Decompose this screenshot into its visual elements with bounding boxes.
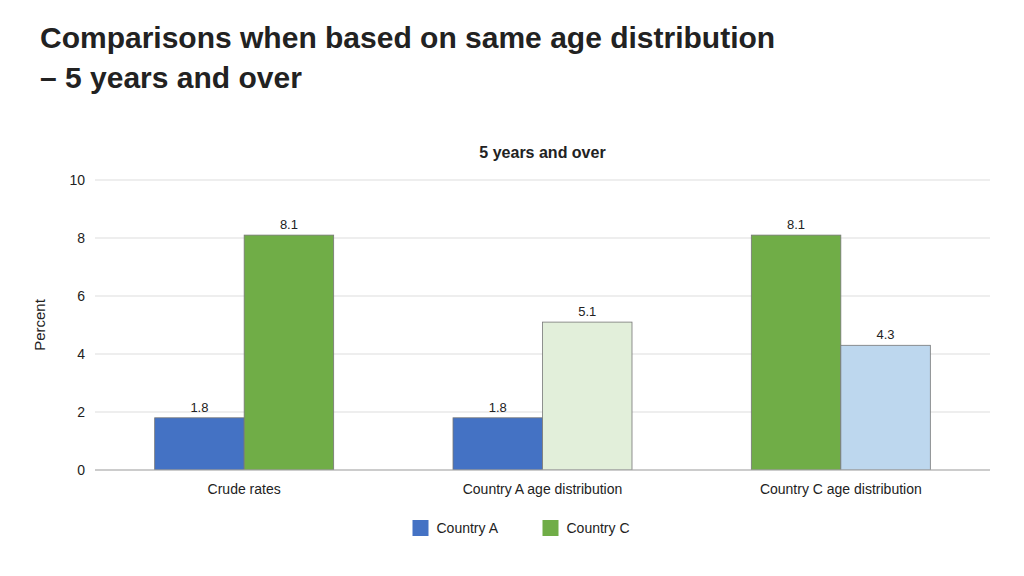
bar [751,235,841,470]
data-label: 1.8 [190,400,208,415]
subtitle: 5 years and over [479,144,605,161]
legend-label: Country C [567,520,630,536]
chart: Comparisons when based on same age distr… [0,0,1024,576]
x-tick-label: Crude rates [208,481,281,497]
legend: Country A Country C [413,520,630,536]
grid-line [95,470,990,471]
bar [453,418,543,470]
y-axis-label: Percent [31,298,48,351]
bar [244,235,334,470]
bar [155,418,245,470]
data-label: 8.1 [787,217,805,232]
data-label: 8.1 [280,217,298,232]
data-labels: 1.8 1.8 8.1 8.1 5.1 4.3 [190,217,894,415]
x-tick-label: Country A age distribution [463,481,623,497]
title: Comparisons when based on same age distr… [40,21,775,94]
x-tick-label: Country C age distribution [760,481,922,497]
chart-container: Comparisons when based on same age distr… [0,0,1024,576]
x-axis-line [95,470,990,471]
bar [543,322,633,470]
grid-line [95,180,990,181]
bar [841,345,931,470]
bars [155,235,931,470]
y-tick-label: 0 [77,462,85,478]
y-tick-label: 6 [77,288,85,304]
y-tick-label: 10 [69,172,85,188]
data-label: 5.1 [578,304,596,319]
y-tick-label: 4 [77,346,85,362]
y-tick-label: 8 [77,230,85,246]
legend-swatch [543,520,559,536]
legend-swatch [413,520,429,536]
data-label: 1.8 [489,400,507,415]
y-tick-label: 2 [77,404,85,420]
grid [95,180,990,470]
legend-label: Country A [437,520,499,536]
grid-line [95,296,990,297]
grid-line [95,238,990,239]
data-label: 4.3 [877,327,895,342]
